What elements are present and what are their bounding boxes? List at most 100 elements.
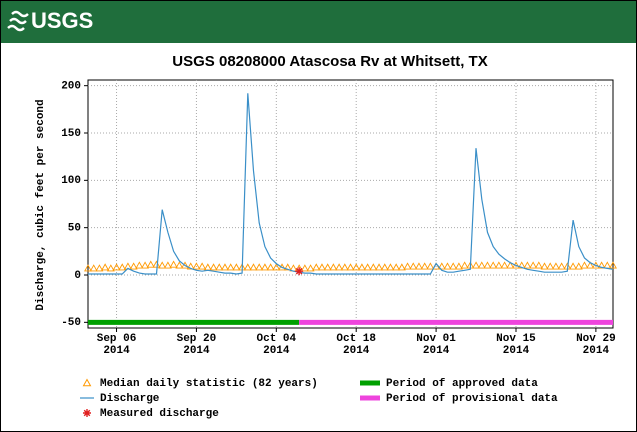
median-marker xyxy=(306,264,315,272)
median-marker xyxy=(415,262,423,270)
median-marker xyxy=(443,262,452,270)
median-marker xyxy=(477,261,486,269)
median-marker xyxy=(449,262,458,270)
median-marker xyxy=(597,261,606,269)
median-marker xyxy=(472,261,481,269)
legend-measured-icon xyxy=(83,409,91,417)
median-marker xyxy=(318,263,326,271)
median-marker xyxy=(158,261,167,269)
median-marker xyxy=(346,263,355,271)
median-marker xyxy=(243,263,252,271)
median-marker xyxy=(454,262,463,270)
median-marker xyxy=(409,262,418,270)
median-marker xyxy=(352,263,361,271)
x-tick-label: Oct 04 2014 xyxy=(256,333,297,357)
median-marker xyxy=(403,262,412,270)
median-marker xyxy=(489,261,498,269)
x-tick-label: Nov 01 2014 xyxy=(416,333,456,357)
median-marker xyxy=(506,261,515,269)
median-marker xyxy=(386,263,395,271)
median-marker xyxy=(89,264,98,272)
median-marker xyxy=(494,261,503,269)
median-marker xyxy=(546,262,555,270)
median-marker xyxy=(283,263,292,271)
median-marker xyxy=(266,263,275,271)
legend-label: Measured discharge xyxy=(100,408,219,420)
y-tick-label: 200 xyxy=(61,81,81,93)
median-marker xyxy=(135,261,144,269)
median-marker xyxy=(255,263,264,271)
median-marker xyxy=(375,263,383,271)
median-marker xyxy=(181,261,189,269)
median-marker xyxy=(118,263,127,271)
y-tick-label: 150 xyxy=(61,128,81,140)
median-marker xyxy=(278,263,286,271)
median-marker xyxy=(340,263,349,271)
legend-label: Period of provisional data xyxy=(386,393,558,405)
median-marker xyxy=(609,261,617,269)
median-marker xyxy=(312,263,321,271)
median-marker xyxy=(129,262,138,270)
median-marker xyxy=(141,261,150,269)
y-tick-label: 0 xyxy=(74,270,81,282)
x-tick-label: Nov 29 2014 xyxy=(576,333,616,357)
median-marker xyxy=(163,261,172,269)
median-marker xyxy=(249,263,258,271)
x-tick-label: Nov 15 2014 xyxy=(496,333,536,357)
measured-marker xyxy=(295,267,304,276)
legend-median-icon xyxy=(82,378,92,387)
median-marker xyxy=(540,262,549,270)
median-marker xyxy=(175,261,184,269)
legend-label: Discharge xyxy=(100,393,160,405)
median-marker xyxy=(420,262,429,270)
median-marker xyxy=(460,261,469,269)
y-axis-label: Discharge, cubic feet per second xyxy=(35,99,47,310)
median-marker xyxy=(198,262,207,270)
median-marker xyxy=(534,261,543,269)
y-tick-label: -50 xyxy=(61,317,81,329)
median-marker xyxy=(169,260,178,268)
median-marker xyxy=(152,260,161,268)
median-marker xyxy=(369,263,378,271)
median-marker xyxy=(220,263,229,271)
median-marker xyxy=(260,263,269,271)
x-tick-label: Oct 18 2014 xyxy=(336,333,376,357)
median-marker xyxy=(300,264,309,272)
median-marker xyxy=(101,263,110,271)
median-marker xyxy=(357,263,366,271)
median-marker xyxy=(500,261,509,269)
logo-waves xyxy=(7,10,29,32)
median-marker xyxy=(215,263,224,271)
median-marker xyxy=(323,263,332,271)
x-tick-label: Sep 20 2014 xyxy=(176,333,217,357)
y-tick-label: 50 xyxy=(68,223,81,235)
median-marker xyxy=(95,264,104,272)
chart-title: USGS 08208000 Atascosa Rv at Whitsett, T… xyxy=(172,53,487,70)
median-marker xyxy=(392,263,401,271)
median-marker xyxy=(363,263,372,271)
y-tick-label: 100 xyxy=(61,175,81,187)
logo: USGS xyxy=(31,8,93,33)
median-marker xyxy=(483,261,492,269)
median-marker xyxy=(557,262,566,270)
median-marker xyxy=(580,261,589,269)
median-marker xyxy=(523,261,532,269)
median-marker xyxy=(517,261,526,269)
median-marker xyxy=(397,263,406,271)
median-marker xyxy=(146,260,155,268)
median-marker xyxy=(226,263,235,271)
median-marker xyxy=(335,263,344,271)
legend-label: Median daily statistic (82 years) xyxy=(100,378,318,390)
median-marker xyxy=(112,263,121,271)
median-marker xyxy=(380,263,389,271)
median-marker xyxy=(569,262,578,270)
median-marker xyxy=(106,264,115,272)
x-tick-label: Sep 06 2014 xyxy=(96,333,137,357)
median-marker xyxy=(574,262,583,270)
median-marker xyxy=(329,263,338,271)
median-marker xyxy=(232,263,241,271)
legend-label: Period of approved data xyxy=(386,378,538,390)
median-marker xyxy=(437,262,446,270)
